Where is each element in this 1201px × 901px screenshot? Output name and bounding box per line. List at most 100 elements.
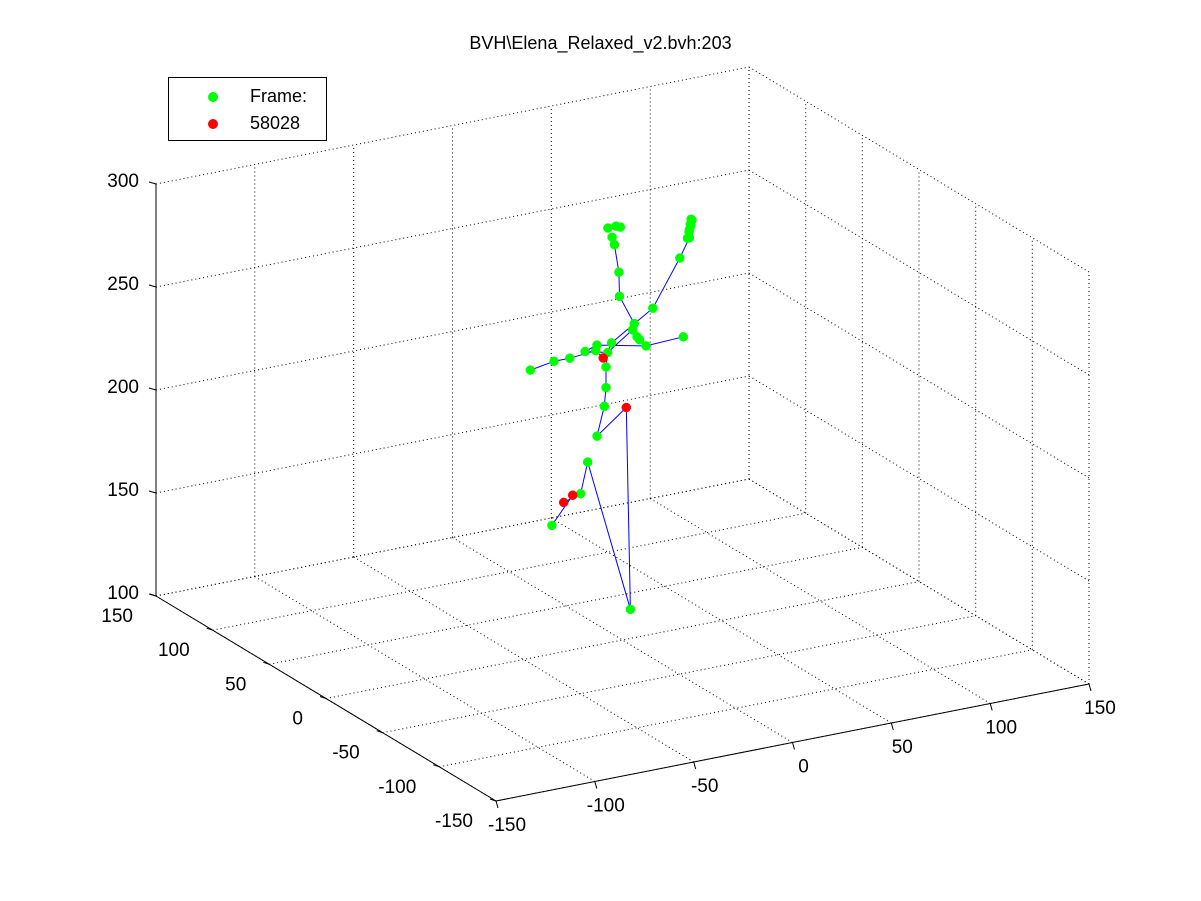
y-tick-label: 100 [158,640,190,661]
z-tick-label: 300 [107,171,139,192]
joint-point [592,340,602,350]
legend-red-marker-icon [208,119,218,129]
skeleton-bone [625,407,631,610]
x-tick-mark [890,722,894,731]
joint-point [607,232,617,242]
skeleton-bone [580,461,589,494]
x-tick-mark [693,761,697,770]
skeleton-bone [596,344,647,347]
skeleton-bone [607,329,633,353]
chart-title: BVH\Elena_Relaxed_v2.bvh:203 [469,33,732,53]
grid-line [353,556,694,763]
grid-line [155,272,750,391]
y-tick-label: 50 [225,674,246,695]
y-tick-mark [376,730,383,734]
joint-point [641,341,651,351]
highlight-joint-point [598,353,608,363]
x-tick-label: 100 [985,718,1017,739]
z-tick-label: 200 [107,377,139,398]
x-tick-mark [792,742,795,750]
y-tick-mark [263,661,270,665]
joint-point [565,353,575,363]
skeleton-bone [619,296,635,324]
joint-point [606,338,617,348]
joint-point [648,303,658,313]
joint-point [601,382,611,393]
x-tick-label: 50 [892,737,913,758]
grid-line [452,537,793,743]
grid-line [212,512,806,631]
joint-point [629,318,639,329]
joint-point [580,346,590,357]
z-tick-label: 250 [107,274,139,295]
z-tick-mark [148,490,157,494]
x-tick-label: 0 [798,757,809,778]
grid-line [382,615,976,734]
grid-line [649,498,991,704]
skeleton-bone [645,336,684,347]
grid-line [155,375,750,494]
y-tick-mark [319,696,327,699]
joint-point [675,253,685,263]
grid-line [155,478,750,597]
grid-line [269,546,863,665]
y-tick-label: -50 [332,743,359,764]
z-tick-mark [148,593,157,597]
z-tick-mark [148,387,157,391]
grid-line [748,272,1090,479]
x-tick-mark [989,703,993,711]
skeleton-bone [596,406,605,437]
joint-point [601,362,611,372]
legend-green-marker-icon [208,92,218,102]
grid-line [325,581,920,699]
grid-line [748,375,1090,582]
joint-point [614,291,625,302]
highlight-joint-point [621,402,632,413]
x-tick-label: -50 [691,776,718,797]
z-tick-label: 150 [107,480,139,501]
y-tick-label: 150 [101,606,133,627]
x-tick-label: -100 [587,796,625,817]
y-tick-mark [489,798,497,802]
x-tick-mark [495,800,499,809]
grid-line [439,649,1033,768]
legend-item-number: 58028 [169,112,326,136]
legend: Frame: 58028 [168,77,327,141]
z-tick-mark [148,284,157,288]
y-tick-mark [206,627,213,631]
y-tick-label: -150 [435,811,473,832]
joint-point [525,365,536,375]
joint-point [575,488,586,499]
joint-point [615,222,626,232]
x-tick-mark [1088,683,1092,692]
joint-point [599,401,610,412]
skeleton-bone [551,494,574,526]
joint-point [682,233,693,243]
z-tick-mark [148,181,157,185]
joint-point [547,520,557,531]
y-tick-mark [433,764,440,768]
skeleton-bone [596,407,627,437]
skeleton-bone [652,257,681,309]
grid-line [155,66,750,185]
joint-point [582,457,593,467]
joint-point [634,335,645,345]
x-tick-mark [594,781,598,789]
joint-point [549,356,559,367]
joint-point [592,431,602,441]
highlight-joint-point [558,497,569,508]
joint-point [603,223,613,233]
grid-line [155,169,750,288]
highlight-joint-point [567,490,578,500]
y-tick-label: 0 [292,709,303,730]
x-tick-label: -150 [488,815,526,836]
joint-point [625,604,636,615]
x-tick-label: 150 [1084,698,1116,719]
skeleton-bone [587,461,631,610]
grid-line [551,517,892,724]
joint-point [678,332,689,342]
z-tick-label: 100 [107,583,139,604]
y-tick-label: -100 [378,777,416,798]
legend-label: Frame: [250,86,308,106]
